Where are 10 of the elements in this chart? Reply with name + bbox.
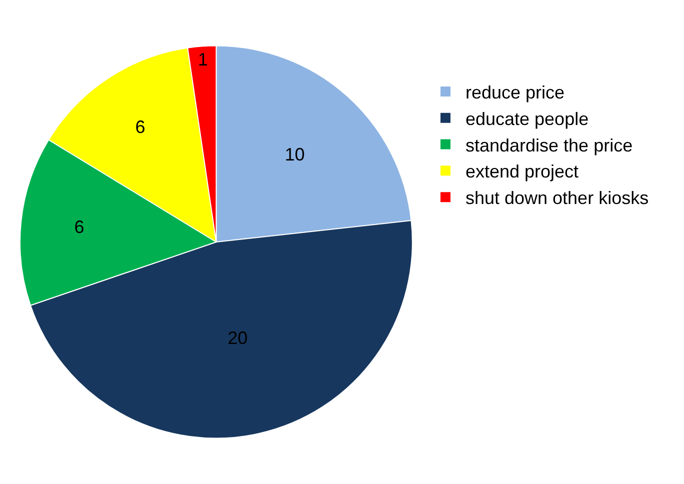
- legend-label: shut down other kiosks: [465, 188, 649, 208]
- legend-label: reduce price: [465, 82, 565, 102]
- data-label: 6: [135, 117, 146, 138]
- data-label: 6: [74, 216, 84, 237]
- legend-label: extend project: [465, 162, 579, 182]
- legend-label: standardise the price: [465, 135, 633, 156]
- data-label: 1: [198, 50, 208, 70]
- legend-label: educate people: [465, 108, 589, 129]
- data-label: 10: [284, 144, 305, 164]
- data-label: 20: [228, 328, 248, 348]
